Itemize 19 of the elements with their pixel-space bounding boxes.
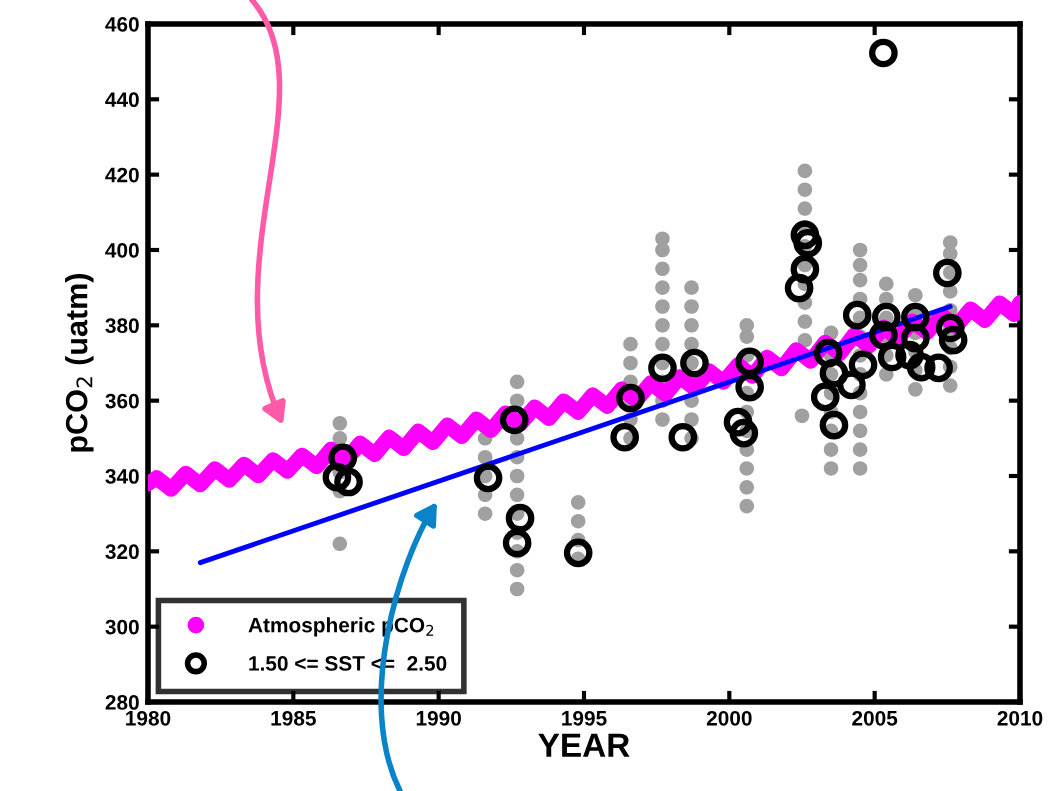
x-tick-label: 1995 [562, 710, 607, 726]
x-axis-title: YEAR [538, 733, 630, 757]
x-tick-label: 1990 [416, 710, 461, 726]
y-tick-label: 400 [105, 242, 139, 258]
y-tick-label: 320 [105, 544, 139, 560]
y-tick-label: 460 [105, 16, 139, 32]
y-tick-label: 380 [105, 318, 139, 334]
y-tick-label: 300 [105, 619, 139, 635]
y-axis-title: pCO$_{2}$ (uatm) [65, 274, 94, 452]
x-tick-label: 1985 [271, 710, 316, 726]
x-tick-label: 2010 [997, 710, 1043, 726]
y-tick-label: 360 [105, 393, 139, 409]
x-tick-label: 2000 [706, 710, 752, 726]
y-tick-label: 420 [105, 167, 139, 183]
y-tick-label: 340 [105, 469, 139, 484]
x-tick-label: 1980 [126, 710, 171, 726]
x-tick-label: 2005 [852, 710, 898, 726]
y-tick-label: 440 [105, 92, 139, 108]
y-tick-label: 280 [105, 695, 139, 710]
